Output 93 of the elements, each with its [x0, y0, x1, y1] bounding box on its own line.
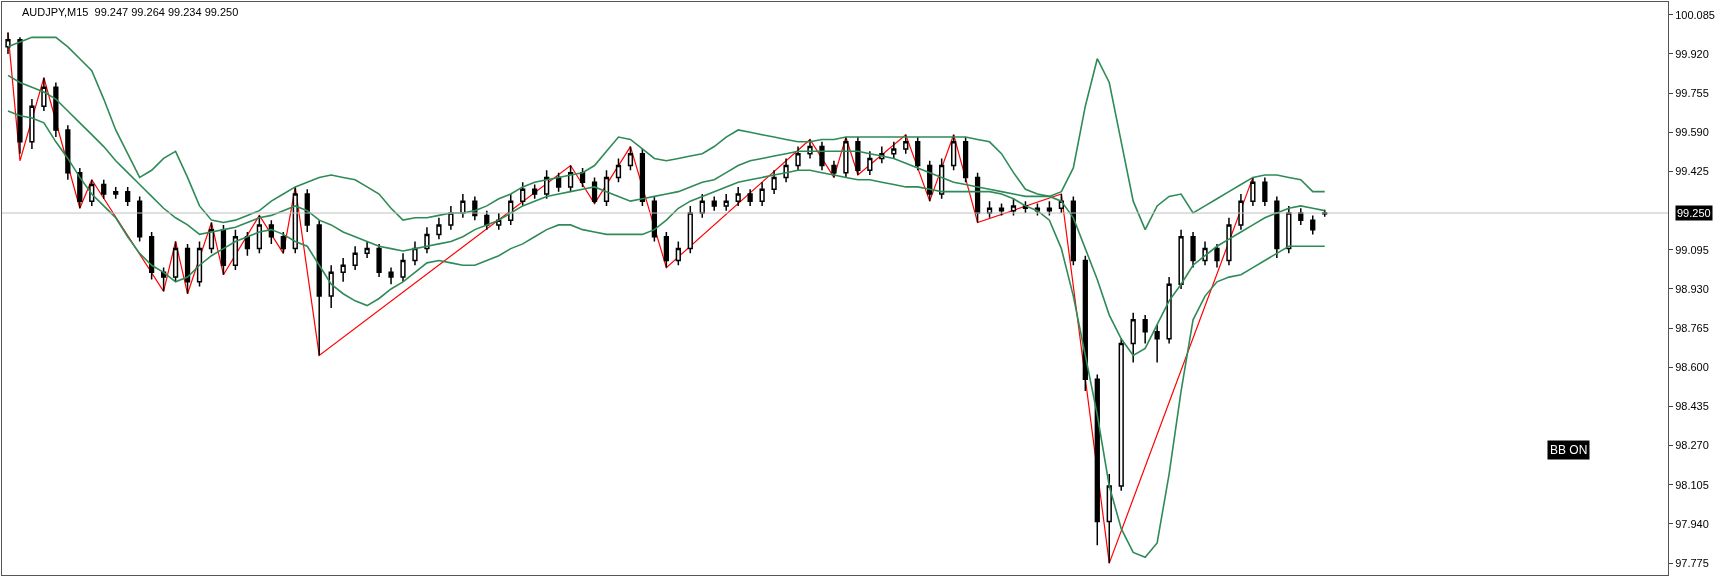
candlestick — [340, 257, 346, 283]
candlestick — [1262, 176, 1268, 207]
candlestick — [1118, 338, 1124, 492]
candlestick — [759, 181, 765, 207]
candlestick — [915, 136, 921, 172]
y-tick-label: 98.930 — [1675, 282, 1709, 295]
candlestick — [891, 141, 897, 160]
candlestick — [663, 231, 669, 269]
candlestick — [615, 157, 622, 183]
candlestick — [819, 141, 825, 172]
candlestick — [771, 169, 777, 195]
candlestick — [687, 205, 693, 255]
candlestick — [65, 124, 71, 181]
candlestick — [735, 186, 741, 207]
candlestick — [1190, 231, 1196, 269]
candlestick — [184, 243, 191, 295]
candlestick — [1142, 314, 1148, 345]
candlestick — [364, 240, 370, 259]
candlestick — [460, 193, 466, 219]
candlestick — [1130, 311, 1136, 364]
candlestick — [1250, 176, 1256, 207]
candlestick — [903, 133, 909, 155]
candlestick — [328, 264, 334, 309]
candlestick — [520, 181, 526, 207]
y-tick-label: 98.435 — [1675, 400, 1709, 413]
candlestick — [1154, 323, 1160, 364]
y-tick-label: 99.590 — [1675, 126, 1709, 139]
candlestick — [196, 240, 203, 288]
candlestick — [29, 98, 35, 150]
candlestick — [1298, 207, 1304, 226]
candlestick — [484, 209, 490, 231]
y-tick-label: 97.940 — [1675, 517, 1709, 530]
candlestick — [1310, 214, 1316, 236]
y-tick-label: 98.765 — [1675, 321, 1709, 334]
candlestick — [1106, 473, 1112, 564]
y-tick-label: 97.775 — [1675, 556, 1709, 569]
candlestick — [172, 240, 179, 283]
candlestick — [77, 167, 83, 210]
candlestick — [532, 183, 538, 200]
candlestick — [711, 195, 717, 212]
candlestick — [101, 179, 107, 200]
candlestick — [137, 195, 143, 243]
text: BB ON — [1550, 443, 1588, 457]
candlestick — [627, 145, 634, 172]
candlestick — [496, 212, 502, 231]
ref-line-label: 99.250 — [1677, 207, 1711, 219]
candlestick — [1274, 195, 1280, 259]
candlestick — [1214, 243, 1220, 269]
y-tick-label: 100.085 — [1675, 8, 1715, 21]
candlestick — [316, 219, 322, 357]
candlestick — [1238, 193, 1244, 231]
candlestick — [424, 226, 430, 255]
candlestick — [783, 157, 789, 183]
y-tick-label: 99.425 — [1675, 165, 1709, 178]
candlestick — [352, 245, 358, 271]
candlestick — [639, 148, 646, 207]
y-tick-label: 98.270 — [1675, 439, 1709, 452]
candlestick — [843, 136, 849, 179]
candlestick — [41, 76, 47, 112]
candlestick — [17, 36, 23, 155]
chart-title: AUDJPY,M15 99.247 99.264 99.234 99.250 — [21, 6, 239, 19]
candlestick — [148, 231, 155, 281]
candlestick — [113, 186, 119, 200]
candlestick — [723, 193, 729, 212]
candlestick — [280, 231, 286, 255]
candlestick — [867, 150, 873, 176]
candlestick — [232, 228, 239, 271]
candlestick — [53, 81, 59, 138]
candlestick — [1166, 276, 1172, 345]
y-tick-label: 99.920 — [1675, 47, 1709, 60]
candlestick — [795, 145, 801, 172]
candlestick — [962, 136, 969, 183]
y-tick-label: 99.755 — [1675, 87, 1709, 99]
candlestick — [855, 136, 861, 176]
candlestick — [388, 266, 394, 285]
candlestick — [951, 133, 957, 172]
candlestick — [831, 160, 837, 179]
candlestick — [436, 217, 442, 240]
candlestick — [5, 31, 11, 55]
candlestick — [1094, 373, 1100, 547]
candlestick — [807, 138, 813, 160]
candlestick — [747, 188, 753, 207]
candlestick — [675, 240, 681, 266]
y-tick-label: 98.105 — [1675, 478, 1709, 491]
candlestick — [1178, 228, 1184, 290]
candlestick — [448, 205, 454, 231]
y-tick-label: 99.095 — [1675, 243, 1709, 256]
y-tick-label: 98.600 — [1675, 361, 1709, 374]
candlestick — [376, 243, 382, 278]
candlestick — [412, 240, 418, 266]
candlestick — [400, 252, 406, 283]
candlestick — [125, 186, 131, 207]
candlestick — [1226, 217, 1232, 266]
